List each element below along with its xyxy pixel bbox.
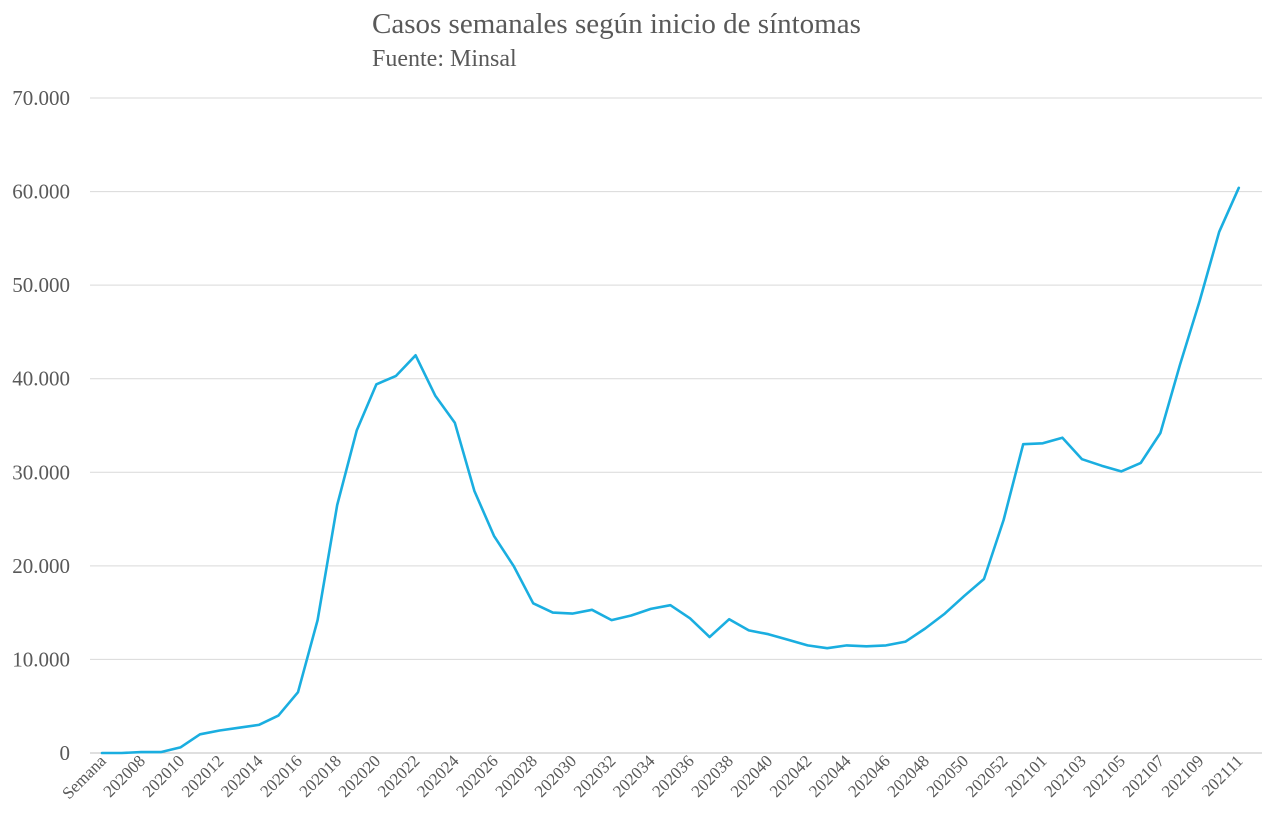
y-axis-ticks: 0 10.000 20.000 30.000 40.000 50.000 60.000 70.… — [12, 86, 70, 765]
x-tick-label: 202044 — [805, 751, 855, 801]
x-tick-label: 202026 — [452, 751, 501, 800]
gridlines — [90, 97, 1262, 754]
x-tick-label: 202012 — [178, 751, 227, 800]
x-tick-label: 202034 — [609, 751, 659, 801]
x-tick-label: 202030 — [531, 751, 580, 800]
x-tick-label: 202016 — [256, 751, 305, 800]
x-tick-label: 202022 — [374, 751, 423, 800]
series-layer — [100, 186, 1241, 755]
x-axis-ticks: Semana2020082020102020122020142020162020… — [58, 751, 1246, 803]
x-tick-label: 202032 — [570, 751, 619, 800]
x-tick-label: 202036 — [648, 751, 697, 800]
x-tick-label: 202107 — [1119, 751, 1169, 801]
x-tick-label: 202101 — [1001, 751, 1050, 800]
x-tick-label: 202105 — [1080, 751, 1129, 800]
x-tick-label: 202046 — [844, 751, 893, 800]
y-tick-label: 40.000 — [12, 367, 70, 391]
y-tick-label: 60.000 — [12, 180, 70, 204]
y-tick-label: 20.000 — [12, 554, 70, 578]
y-tick-label: 10.000 — [12, 647, 70, 671]
y-tick-label: 30.000 — [12, 460, 70, 484]
x-tick-label: 202048 — [884, 751, 933, 800]
y-tick-label: 50.000 — [12, 273, 70, 297]
chart-subtitle: Fuente: Minsal — [372, 46, 517, 72]
x-tick-label: 202028 — [492, 751, 541, 800]
y-tick-label: 70.000 — [12, 86, 70, 110]
x-tick-label: 202050 — [923, 751, 972, 800]
x-tick-label: 202052 — [962, 751, 1011, 800]
chart-title: Casos semanales según inicio de síntomas — [372, 8, 861, 40]
x-tick-label: 202038 — [688, 751, 737, 800]
x-tick-label: 202111 — [1198, 751, 1247, 800]
x-tick-label: 202014 — [217, 751, 267, 801]
x-tick-label: 202018 — [296, 751, 345, 800]
x-tick-label: 202008 — [100, 751, 149, 800]
x-tick-label: 202040 — [727, 751, 776, 800]
y-tick-label: 0 — [60, 741, 71, 765]
x-tick-label: 202024 — [413, 751, 463, 801]
series-line — [100, 186, 1241, 755]
x-tick-label: 202109 — [1158, 751, 1207, 800]
x-tick-label: 202103 — [1040, 751, 1089, 800]
x-tick-label: 202020 — [335, 751, 384, 800]
x-tick-label: 202010 — [139, 751, 188, 800]
x-tick-label: 202042 — [766, 751, 815, 800]
